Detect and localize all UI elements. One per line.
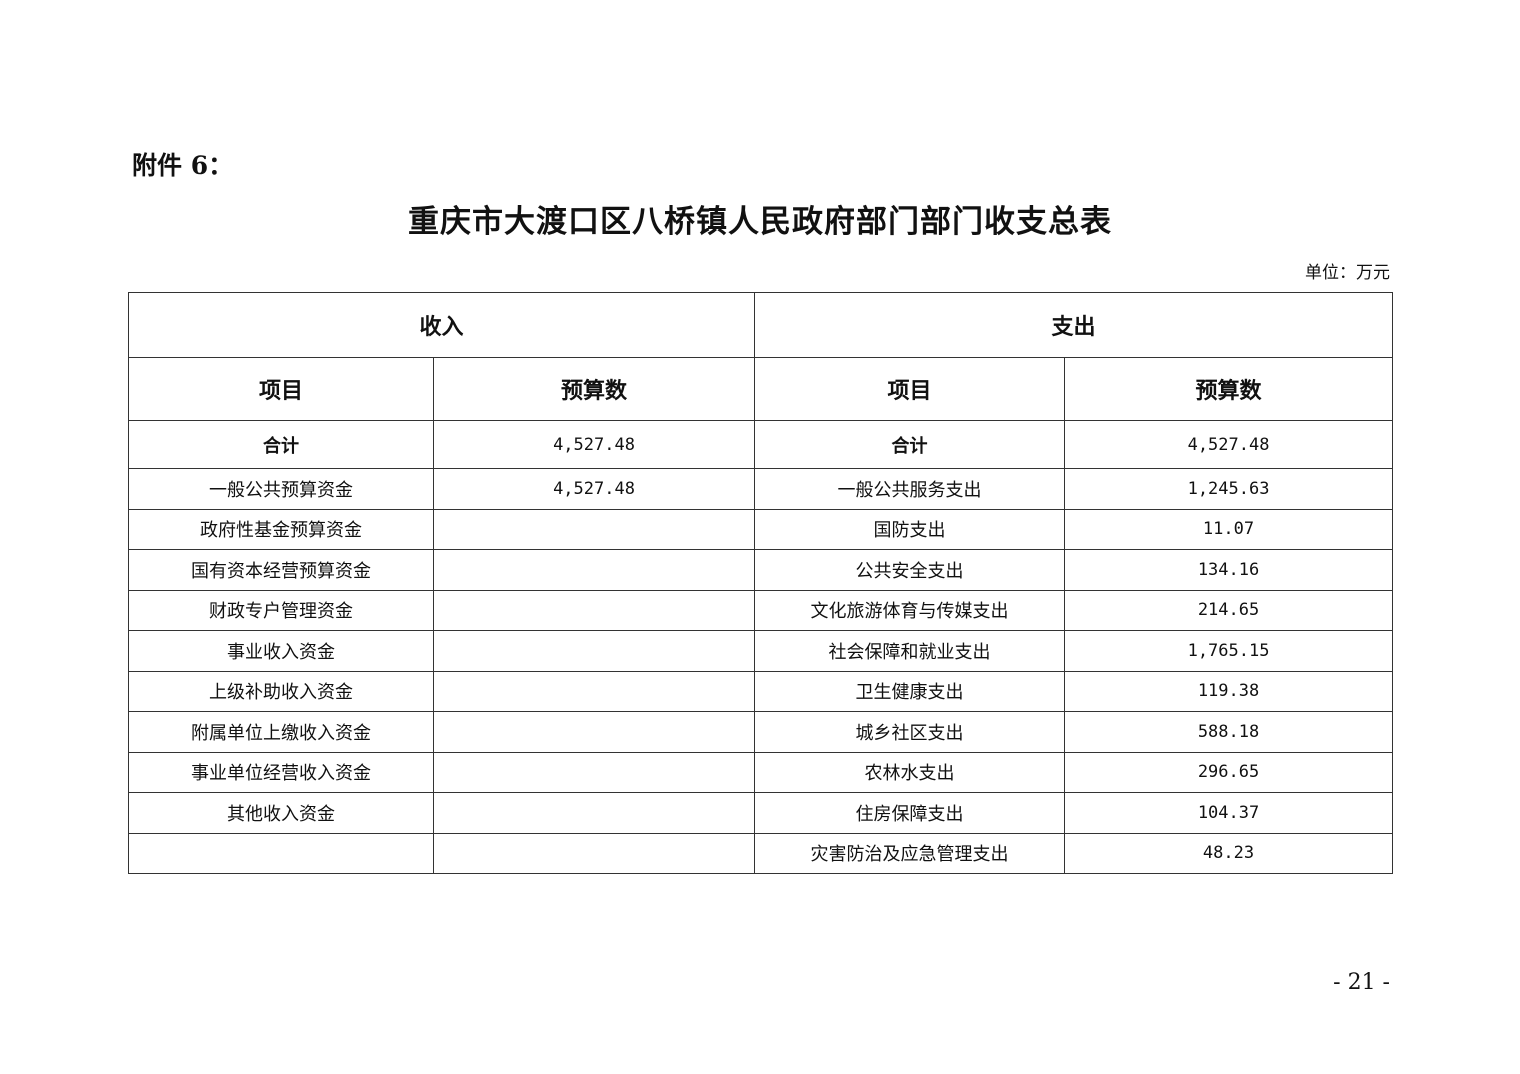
income-value xyxy=(432,630,756,672)
income-value xyxy=(432,670,756,712)
expense-item: 卫生健康支出 xyxy=(754,670,1066,712)
income-value xyxy=(432,711,756,753)
section-header-row: 收入 支出 xyxy=(127,292,1394,358)
expense-value: 1,765.15 xyxy=(1064,630,1394,672)
expense-budget-header: 预算数 xyxy=(1064,357,1394,421)
income-item: 事业单位经营收入资金 xyxy=(128,751,434,793)
expense-item: 社会保障和就业支出 xyxy=(754,630,1066,672)
expense-total-label: 合计 xyxy=(754,420,1066,469)
expense-header: 支出 xyxy=(754,292,1394,358)
income-value xyxy=(432,751,756,793)
table-row: 上级补助收入资金 卫生健康支出 119.38 xyxy=(128,670,1394,712)
table-row: 事业单位经营收入资金 农林水支出 296.65 xyxy=(128,751,1394,793)
table-row: 灾害防治及应急管理支出 48.23 xyxy=(128,832,1394,874)
income-header: 收入 xyxy=(127,292,756,358)
income-total-value: 4,527.48 xyxy=(432,420,756,469)
income-value: 4,527.48 xyxy=(432,468,756,510)
expense-item: 文化旅游体育与传媒支出 xyxy=(754,589,1066,631)
income-item: 财政专户管理资金 xyxy=(128,589,434,631)
attachment-label: 附件 6： xyxy=(132,151,234,180)
table-row: 事业收入资金 社会保障和就业支出 1,765.15 xyxy=(128,630,1394,672)
expense-value: 1,245.63 xyxy=(1064,468,1394,510)
expense-item: 公共安全支出 xyxy=(754,549,1066,591)
income-item xyxy=(128,832,434,874)
total-row: 合计 4,527.48 合计 4,527.48 xyxy=(128,420,1394,469)
table-row: 财政专户管理资金 文化旅游体育与传媒支出 214.65 xyxy=(128,589,1394,631)
income-item-header: 项目 xyxy=(128,357,434,421)
expense-value: 104.37 xyxy=(1064,792,1394,834)
column-header-row: 项目 预算数 项目 预算数 xyxy=(128,357,1394,421)
income-item: 上级补助收入资金 xyxy=(128,670,434,712)
income-value xyxy=(432,549,756,591)
expense-value: 214.65 xyxy=(1064,589,1394,631)
expense-value: 134.16 xyxy=(1064,549,1394,591)
income-value xyxy=(432,508,756,550)
expense-value: 48.23 xyxy=(1064,832,1394,874)
income-item: 一般公共预算资金 xyxy=(128,468,434,510)
table-row: 国有资本经营预算资金 公共安全支出 134.16 xyxy=(128,549,1394,591)
income-total-label: 合计 xyxy=(128,420,434,469)
expense-item: 农林水支出 xyxy=(754,751,1066,793)
table-row: 附属单位上缴收入资金 城乡社区支出 588.18 xyxy=(128,711,1394,753)
income-value xyxy=(432,589,756,631)
income-item: 附属单位上缴收入资金 xyxy=(128,711,434,753)
expense-item-header: 项目 xyxy=(754,357,1066,421)
income-budget-header: 预算数 xyxy=(432,357,756,421)
income-item: 其他收入资金 xyxy=(128,792,434,834)
expense-item: 一般公共服务支出 xyxy=(754,468,1066,510)
expense-item: 国防支出 xyxy=(754,508,1066,550)
expense-value: 296.65 xyxy=(1064,751,1394,793)
expense-item: 灾害防治及应急管理支出 xyxy=(754,832,1066,874)
income-item: 政府性基金预算资金 xyxy=(128,508,434,550)
expense-item: 城乡社区支出 xyxy=(754,711,1066,753)
expense-value: 119.38 xyxy=(1064,670,1394,712)
unit-label: 单位：万元 xyxy=(1305,263,1390,283)
income-item: 国有资本经营预算资金 xyxy=(128,549,434,591)
expense-value: 588.18 xyxy=(1064,711,1394,753)
income-value xyxy=(432,792,756,834)
budget-table: 收入 支出 项目 预算数 项目 预算数 合计 4,527.48 合计 4,527… xyxy=(127,292,1394,874)
expense-total-value: 4,527.48 xyxy=(1064,420,1394,469)
table-row: 其他收入资金 住房保障支出 104.37 xyxy=(128,792,1394,834)
expense-item: 住房保障支出 xyxy=(754,792,1066,834)
income-item: 事业收入资金 xyxy=(128,630,434,672)
table-row: 一般公共预算资金 4,527.48 一般公共服务支出 1,245.63 xyxy=(128,468,1394,510)
income-value xyxy=(432,832,756,874)
table-row: 政府性基金预算资金 国防支出 11.07 xyxy=(128,508,1394,550)
page-title: 重庆市大渡口区八桥镇人民政府部门部门收支总表 xyxy=(408,204,1112,240)
expense-value: 11.07 xyxy=(1064,508,1394,550)
page-number: - 21 - xyxy=(1333,970,1390,995)
